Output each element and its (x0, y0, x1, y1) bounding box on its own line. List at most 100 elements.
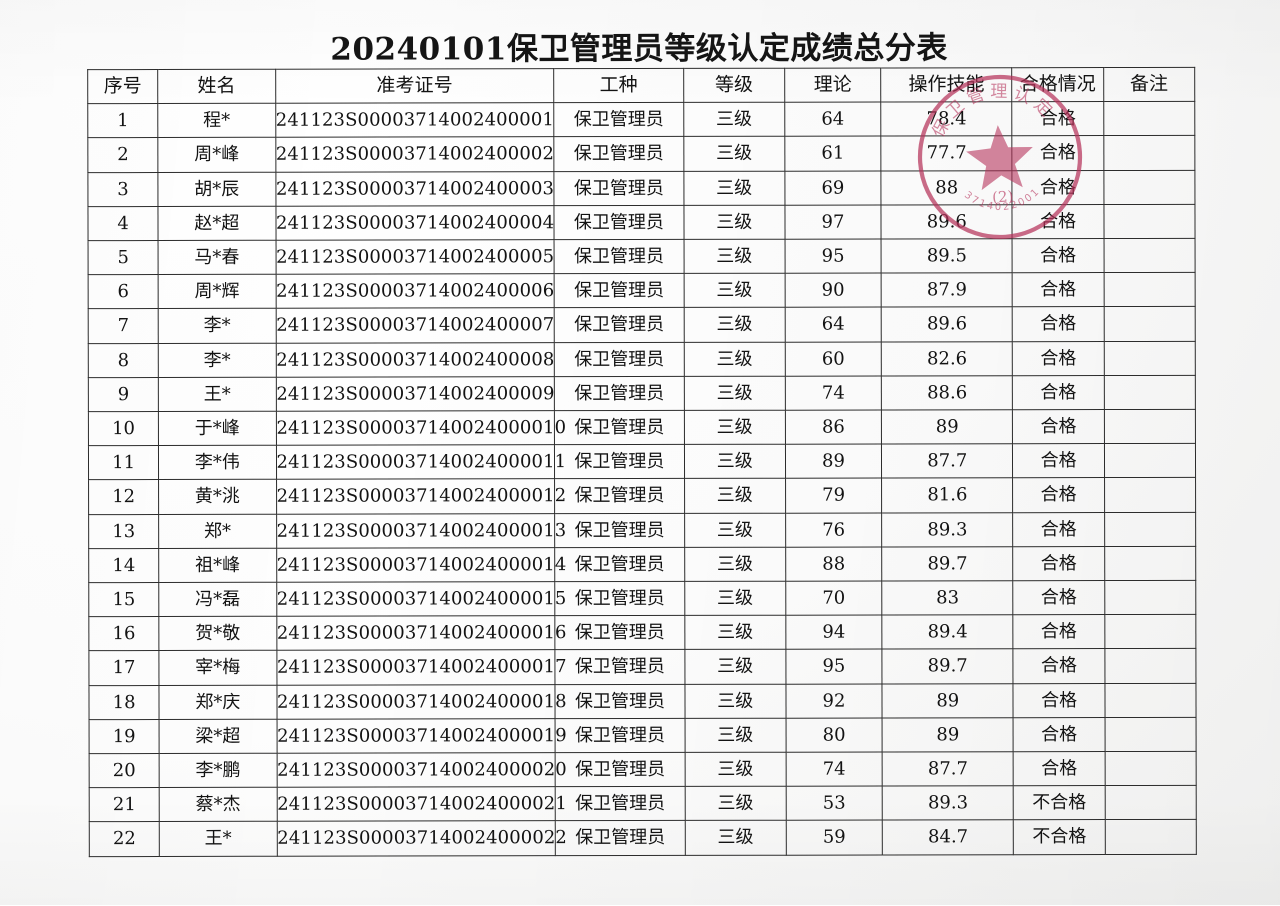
cell-name: 蔡*杰 (159, 787, 277, 822)
cell-index: 5 (88, 240, 159, 275)
cell-level: 三级 (684, 615, 786, 650)
cell-level: 三级 (683, 239, 785, 274)
table-row: 20 李*鹏 241123S000037140024000020 保卫管理员 三级 74 8… (89, 751, 1197, 788)
cell-name: 王* (158, 377, 276, 412)
cell-index: 1 (87, 103, 159, 139)
cell-index: 15 (88, 582, 160, 617)
cell-level: 三级 (683, 307, 786, 343)
cell-level: 三级 (684, 444, 786, 479)
table-row: 19 梁*超 241123S000037140024000019 保卫管理员 三级 80 8… (89, 717, 1197, 754)
cell-name: 于*峰 (158, 411, 276, 446)
cell-result: 合格 (1013, 546, 1105, 581)
cell-ticket: 241123S000037140024000010 (275, 410, 566, 446)
table-row: 8 李* 241123S00003714002400008 保卫管理员 三级 60 82.6… (88, 340, 1196, 378)
cell-name: 郑* (158, 513, 277, 549)
cell-ticket: 241123S00003714002400006 (275, 273, 555, 309)
cell-remark (1103, 238, 1196, 273)
cell-name: 宰*梅 (159, 650, 277, 686)
cell-index: 9 (88, 377, 159, 412)
cell-job: 保卫管理员 (554, 342, 684, 377)
cell-name: 王* (159, 821, 277, 857)
cell-remark (1103, 306, 1196, 342)
table-row: 4 赵*超 241123S00003714002400004 保卫管理员 三级 97 89.… (87, 204, 1196, 241)
table-row: 6 周*辉 241123S00003714002400006 保卫管理员 三级 90 87.… (88, 272, 1196, 310)
cell-ticket: 241123S000037140024000015 (276, 581, 566, 617)
cell-job: 保卫管理员 (555, 752, 685, 787)
cell-name: 李*鹏 (159, 753, 277, 788)
cell-skill: 77.7 (880, 136, 1013, 171)
cell-theory: 97 (784, 204, 882, 240)
cell-remark (1104, 648, 1196, 684)
cell-job: 保卫管理员 (554, 205, 684, 240)
cell-index: 14 (88, 548, 159, 583)
cell-remark (1104, 751, 1197, 786)
table-row: 2 周*峰 241123S00003714002400002 保卫管理员 三级 61 77.… (87, 135, 1195, 173)
cell-name: 祖*峰 (158, 548, 277, 583)
cell-level: 三级 (684, 718, 786, 753)
cell-level: 三级 (684, 786, 787, 821)
cell-name: 李* (158, 342, 276, 378)
cell-name: 程* (157, 103, 276, 138)
cell-job: 保卫管理员 (555, 649, 685, 685)
cell-result: 合格 (1013, 614, 1105, 650)
cell-theory: 53 (786, 786, 883, 821)
cell-skill: 89.4 (881, 614, 1014, 650)
cell-result: 合格 (1012, 306, 1104, 342)
cell-index: 17 (88, 650, 160, 686)
cell-ticket: 241123S00003714002400008 (275, 342, 555, 378)
cell-result: 不合格 (1013, 785, 1105, 821)
cell-ticket: 241123S00003714002400009 (275, 376, 555, 412)
cell-theory: 95 (784, 239, 882, 274)
cell-remark (1103, 169, 1195, 205)
cell-skill: 89.3 (881, 512, 1014, 547)
cell-job: 保卫管理员 (554, 513, 685, 548)
cell-remark (1104, 477, 1196, 513)
cell-remark (1103, 272, 1196, 307)
cell-result: 合格 (1013, 512, 1105, 547)
cell-theory: 60 (785, 341, 882, 377)
cell-skill: 87.9 (881, 272, 1013, 308)
cell-ticket: 241123S00003714002400007 (275, 308, 555, 343)
cell-ticket: 241123S00003714002400004 (275, 205, 555, 241)
column-header-skill: 操作技能 (880, 67, 1013, 103)
cell-ticket: 241123S000037140024000012 (276, 479, 566, 514)
table-row: 9 王* 241123S00003714002400009 保卫管理员 三级 74 88.6… (88, 375, 1196, 412)
cell-level: 三级 (683, 136, 785, 172)
cell-theory: 70 (785, 581, 882, 616)
cell-level: 三级 (683, 273, 786, 308)
cell-remark (1104, 546, 1196, 581)
cell-skill: 89.7 (881, 546, 1014, 582)
score-table: 序号 姓名 准考证号 工种 等级 理论 操作技能 合格情况 备注 1 程* 2411… (87, 67, 1197, 857)
cell-name: 周*辉 (158, 274, 276, 309)
column-header-remark: 备注 (1103, 67, 1195, 102)
cell-skill: 84.7 (882, 820, 1014, 855)
table-row: 18 郑*庆 241123S000037140024000018 保卫管理员 三级 92 8… (88, 682, 1197, 720)
cell-result: 合格 (1012, 135, 1104, 171)
cell-theory: 76 (785, 512, 882, 548)
cell-ticket: 241123S00003714002400003 (275, 171, 555, 207)
cell-job: 保卫管理员 (554, 410, 685, 445)
table-row: 12 黄*洮 241123S000037140024000012 保卫管理员 三级 79 8… (88, 477, 1196, 515)
cell-remark (1104, 819, 1197, 855)
cell-job: 保卫管理员 (554, 273, 684, 309)
cell-skill: 89.5 (881, 238, 1013, 274)
cell-name: 胡*辰 (158, 171, 276, 207)
column-header-theory: 理论 (784, 67, 881, 103)
cell-level: 三级 (683, 102, 785, 137)
cell-job: 保卫管理员 (554, 478, 685, 514)
cell-result: 合格 (1012, 204, 1104, 239)
cell-index: 6 (88, 274, 159, 310)
cell-name: 周*峰 (158, 137, 276, 173)
cell-theory: 64 (784, 102, 881, 137)
cell-job: 保卫管理员 (554, 307, 684, 343)
cell-remark (1103, 135, 1195, 171)
cell-index: 2 (87, 137, 159, 173)
cell-theory: 74 (785, 375, 882, 411)
cell-remark (1103, 340, 1196, 376)
cell-result: 合格 (1012, 443, 1105, 479)
cell-skill: 89 (881, 409, 1013, 445)
cell-skill: 88 (881, 170, 1013, 205)
table-body: 1 程* 241123S00003714002400001 保卫管理员 三级 64 78.4… (87, 101, 1197, 857)
cell-name: 梁*超 (159, 719, 277, 754)
